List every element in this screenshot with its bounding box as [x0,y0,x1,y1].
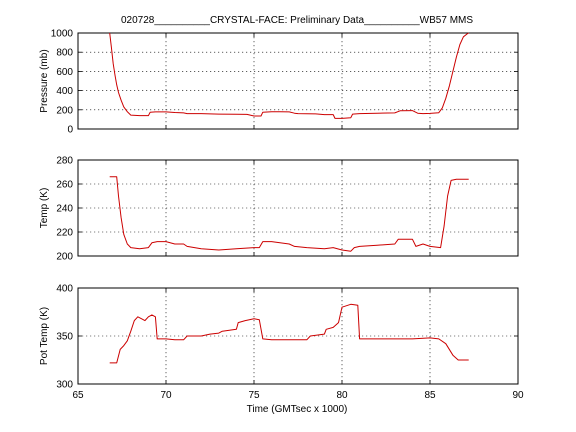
chart-title: 020728__________CRYSTAL-FACE: Preliminar… [121,15,473,26]
x-tick-label: 75 [248,390,260,401]
y-tick-label: 0 [67,125,73,136]
y-tick-label: 400 [56,284,73,295]
y-axis-label: Pressure (mb) [39,49,50,112]
x-axis-label: Time (GMTsec x 1000) [247,404,348,415]
y-tick-label: 260 [56,180,73,191]
y-tick-label: 200 [56,252,73,263]
y-tick-label: 800 [56,48,73,59]
panel-2: 200 220 240 260 280 Temp (K) [39,156,519,263]
series-line [109,303,469,364]
y-tick-label: 600 [56,67,73,78]
y-tick-label: 350 [56,332,73,343]
y-tick-label: 200 [56,105,73,116]
y-tick-label: 1000 [51,29,74,40]
x-tick-label: 65 [72,390,84,401]
y-tick-label: 280 [56,156,73,167]
x-tick-label: 80 [336,390,348,401]
y-axis-label: Temp (K) [39,188,50,229]
series-line [109,32,469,119]
panel-3: 65 70 75 80 85 90 300 350 400 Pot Temp (K) [39,284,524,402]
y-tick-label: 240 [56,204,73,215]
y-tick-label: 220 [56,228,73,239]
y-tick-label: 400 [56,86,73,97]
series-line [109,176,469,252]
y-axis-label: Pot Temp (K) [39,307,50,365]
plot-area [77,32,519,130]
x-tick-label: 70 [160,390,172,401]
x-tick-label: 90 [512,390,524,401]
x-tick-label: 85 [424,390,436,401]
y-tick-label: 300 [56,380,73,391]
